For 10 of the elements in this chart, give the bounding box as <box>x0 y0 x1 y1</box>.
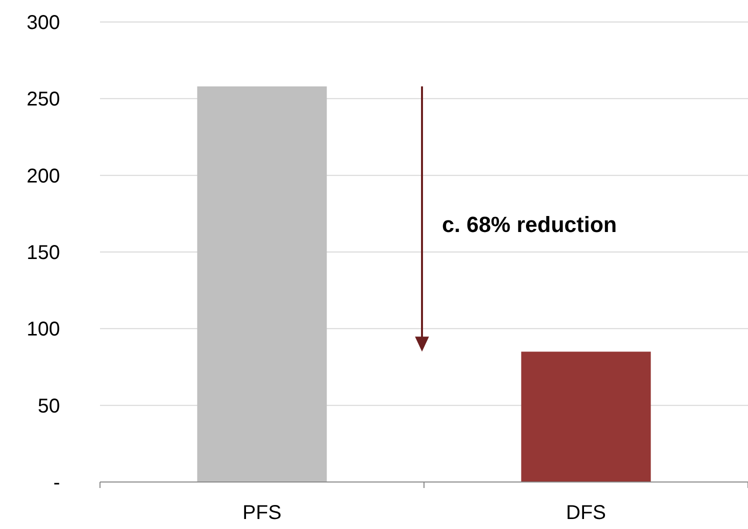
y-tick-label: - <box>53 472 60 494</box>
x-tick-label: DFS <box>566 502 606 524</box>
y-tick-label: 100 <box>26 318 60 341</box>
y-tick-label: 150 <box>26 242 60 264</box>
y-tick-label: 300 <box>26 12 60 34</box>
x-tick-label: PFS <box>242 502 282 524</box>
y-tick-label: 50 <box>38 395 60 418</box>
annotation: c. 68% reduction <box>442 212 617 237</box>
y-tick-label: 250 <box>26 88 60 111</box>
y-tick-label: 200 <box>26 165 60 188</box>
